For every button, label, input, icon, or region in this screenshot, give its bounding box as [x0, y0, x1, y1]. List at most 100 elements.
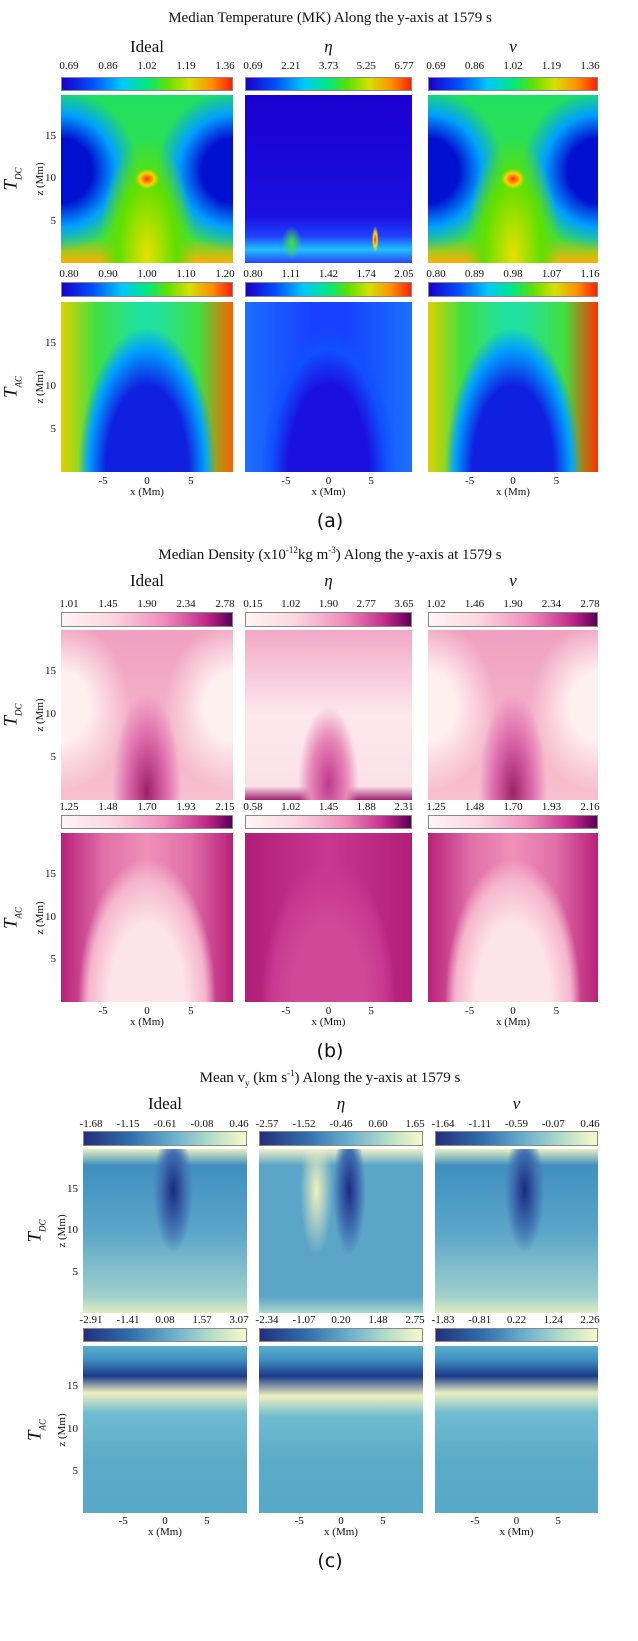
x-tick-label: 0	[325, 1005, 332, 1017]
colorbar-tick-label: 0.20	[331, 1314, 351, 1326]
y-tick-label: 10	[45, 910, 56, 923]
y-tick-label: 5	[72, 1265, 79, 1278]
colorbar-tick-label: -2.57	[255, 1118, 279, 1130]
x-tick-label: 0	[513, 1515, 520, 1527]
x-tick-label: 5	[380, 1515, 386, 1527]
x-tick-label: 0	[325, 475, 332, 487]
row-label: TAC	[1, 376, 24, 398]
colorbar-tick-label: 1.25	[426, 801, 446, 813]
colorbar-tick-label: 0.22	[506, 1314, 527, 1326]
colorbar-tick-label: 2.78	[215, 598, 235, 610]
heatmap	[245, 302, 412, 472]
y-tick-label: 5	[50, 214, 57, 227]
y-tick-label: 10	[45, 172, 56, 185]
x-axis-label: x (Mm)	[130, 486, 164, 498]
colorbar-tick-label: 2.78	[580, 598, 600, 610]
title-segment: y	[245, 1078, 250, 1088]
x-tick-label: -5	[281, 475, 291, 487]
colorbar-tick-label: 1.90	[318, 598, 339, 610]
colorbar-tick-label: 2.05	[394, 268, 414, 280]
colorbar-tick-label: 6.77	[394, 60, 414, 72]
colorbar-tick-label: 0.69	[59, 60, 79, 72]
x-tick-label: -5	[118, 1515, 128, 1527]
x-tick-label: -5	[98, 1005, 108, 1017]
y-tick-label: 5	[72, 1464, 79, 1477]
colorbar	[245, 282, 412, 297]
row-label-main: T	[24, 1429, 46, 1441]
heatmap	[83, 1149, 247, 1313]
colorbar-tick-label: -1.64	[431, 1118, 455, 1130]
x-tick-label: -5	[470, 1515, 480, 1527]
column-header: Ideal	[148, 1094, 182, 1113]
panel-title: Median Density (x10-12kg m-3) Along the …	[158, 545, 501, 564]
colorbar-tick-label: 0.86	[98, 60, 118, 72]
colorbar-tick-label: 1.01	[59, 598, 79, 610]
row-label-sub: DC	[37, 1219, 48, 1232]
x-tick-label: -5	[281, 1005, 291, 1017]
colorbar-tick-label: 1.93	[176, 801, 196, 813]
x-tick-label: -5	[98, 475, 108, 487]
heatmap	[259, 1149, 423, 1313]
heatmap	[61, 302, 233, 472]
x-tick-label: -5	[465, 1005, 475, 1017]
y-tick-label: 5	[50, 423, 57, 436]
x-tick-label: 5	[188, 475, 194, 487]
y-tick-label: 10	[45, 380, 56, 393]
x-tick-label: 0	[162, 1515, 168, 1527]
y-tick-label: 15	[45, 337, 56, 350]
x-tick-label: 5	[553, 1005, 560, 1017]
panel-label: (b)	[316, 1040, 344, 1062]
colorbar-tick-label: 0.15	[243, 598, 263, 610]
colorbar-tick-label: -2.91	[79, 1314, 103, 1326]
colorbar-tick-label: -0.59	[505, 1118, 528, 1130]
colorbar	[245, 77, 412, 91]
heatmap	[61, 95, 233, 263]
colorbar-tick-label: 1.10	[176, 268, 196, 280]
colorbar-tick-label: 0.60	[368, 1118, 388, 1130]
colorbar-tick-label: 1.45	[318, 801, 339, 813]
colorbar-tick-label: 1.90	[503, 598, 523, 610]
title-segment: -12	[285, 545, 298, 555]
colorbar-tick-label: 1.45	[98, 598, 118, 610]
title-segment: (km s	[249, 1070, 288, 1086]
title-segment: Median Temperature (MK) Along the y-axis…	[168, 10, 492, 26]
colorbar-tick-label: 2.26	[580, 1314, 600, 1326]
colorbar-tick-label: -1.41	[116, 1314, 140, 1326]
colorbar	[435, 1328, 598, 1342]
colorbar-tick-label: 0.46	[229, 1118, 249, 1130]
colorbar-tick-label: 1.42	[318, 268, 339, 280]
colorbar-tick-label: 1.93	[541, 801, 562, 813]
colorbar	[428, 612, 598, 627]
title-segment: ) Along the y-axis at 1579 s	[294, 1070, 461, 1086]
colorbar-tick-label: 1.36	[215, 60, 235, 72]
colorbar-tick-label: 1.57	[192, 1314, 212, 1326]
heatmap	[435, 1346, 598, 1513]
x-tick-label: 5	[368, 1005, 374, 1017]
column-header: η	[324, 571, 333, 590]
colorbar-tick-label: 1.16	[580, 268, 600, 280]
colorbar	[428, 815, 598, 829]
colorbar-tick-label: -0.08	[190, 1118, 214, 1130]
y-tick-label: 15	[45, 867, 56, 880]
colorbar-tick-label: 3.65	[394, 598, 414, 610]
colorbar-tick-label: 1.19	[541, 60, 562, 72]
colorbar-tick-label: 1.02	[281, 598, 301, 610]
colorbar-tick-label: -0.46	[329, 1118, 353, 1130]
colorbar-tick-label: 1.74	[356, 268, 376, 280]
colorbar-tick-label: 0.58	[243, 801, 263, 813]
row-label-sub: DC	[13, 703, 24, 716]
colorbar-tick-label: 1.48	[98, 801, 118, 813]
heatmap	[61, 630, 233, 800]
colorbar	[61, 815, 233, 829]
heatmap	[428, 95, 598, 263]
colorbar	[435, 1131, 598, 1146]
colorbar-tick-label: -0.07	[541, 1118, 565, 1130]
panel-title: Median Temperature (MK) Along the y-axis…	[168, 10, 492, 27]
row-label: TDC	[1, 703, 24, 726]
x-tick-label: 0	[510, 1005, 516, 1017]
y-tick-label: 15	[67, 1380, 78, 1393]
y-tick-label: 15	[45, 665, 56, 678]
colorbar-tick-label: -1.07	[292, 1314, 316, 1326]
colorbar-tick-label: 0.69	[426, 60, 446, 72]
